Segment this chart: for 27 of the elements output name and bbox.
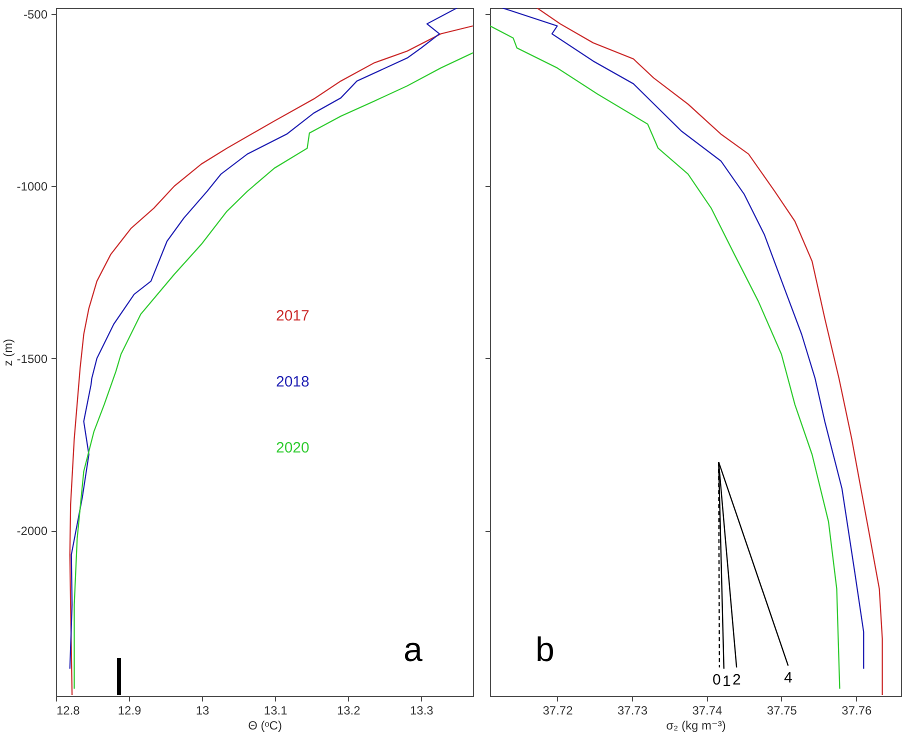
series-label: 0: [712, 671, 721, 688]
annotation: b: [536, 631, 554, 669]
x-tick-label: 13.3: [410, 704, 434, 718]
series-label: 2: [732, 671, 741, 688]
x-tick-label: 37.73: [617, 704, 648, 718]
y-tick-label: -1000: [16, 180, 48, 194]
x-tick-label: 13.2: [336, 704, 361, 718]
y-tick-label: -1500: [16, 352, 48, 366]
x-tick-label: 13.1: [264, 704, 288, 718]
text: 2017: [276, 308, 310, 324]
x-tick-label: 12.9: [118, 704, 142, 718]
text: 2020: [276, 440, 310, 456]
x-tick-label: 13: [196, 704, 210, 718]
x-axis-title: σ₂ (kg m⁻³): [666, 718, 726, 732]
x-axis-title: Θ (ᵒC): [248, 718, 282, 732]
x-tick-label: 37.75: [766, 704, 798, 718]
x-tick-label: 37.74: [692, 704, 723, 718]
x-tick-label: 37.76: [842, 704, 872, 718]
series-label: 4: [784, 670, 792, 687]
x-tick-label: 37.72: [542, 704, 574, 718]
annotation: a: [404, 631, 423, 669]
y-axis-title: z (m): [0, 338, 15, 366]
text: 2018: [276, 374, 310, 390]
series-label: 1: [722, 672, 731, 690]
y-tick-label: -500: [23, 7, 48, 22]
x-tick-label: 12.8: [56, 704, 80, 718]
y-tick-label: -2000: [16, 524, 48, 538]
